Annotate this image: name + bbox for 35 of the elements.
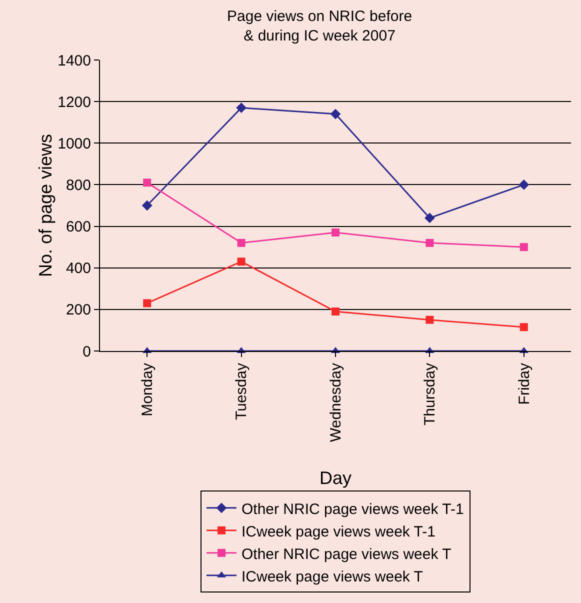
point — [330, 108, 341, 120]
x-tick-label: Monday — [138, 362, 156, 416]
point — [142, 200, 152, 211]
legend-label: ICweek page views week T — [242, 568, 423, 586]
point — [520, 323, 528, 332]
legend-label: Other NRIC page views week T — [242, 546, 452, 563]
y-tick-label: 0 — [82, 343, 91, 360]
point — [426, 316, 434, 324]
point — [520, 243, 528, 252]
x-tick-label: Tuesday — [233, 362, 250, 420]
y-tick-label: 600 — [66, 218, 91, 236]
point — [424, 212, 435, 224]
point — [237, 238, 246, 247]
y-axis-title: No. of page views — [36, 134, 56, 278]
point — [518, 180, 530, 190]
x-tick-label: Friday — [516, 362, 533, 405]
point — [332, 228, 340, 237]
legend-label: Other NRIC page views week T-1 — [242, 500, 464, 518]
y-tick-label: 200 — [66, 302, 91, 319]
y-tick-label: 1000 — [58, 135, 91, 152]
point — [236, 102, 246, 114]
y-tick-label: 1200 — [58, 94, 91, 111]
point — [143, 299, 152, 308]
point — [237, 258, 246, 266]
point — [143, 178, 152, 187]
chart-title: Page views on NRIC before & during IC week 2007 — [227, 8, 412, 45]
y-tick-label: 800 — [66, 176, 91, 194]
y-tick-label: 1400 — [58, 52, 91, 70]
x-tick-label: Thursday — [422, 362, 439, 426]
x-axis-title: Day — [319, 468, 352, 488]
x-tick-label: Wednesday — [327, 362, 344, 442]
y-tick-label: 400 — [66, 260, 91, 278]
point — [332, 308, 340, 316]
point — [426, 238, 434, 247]
legend-label: ICweek page views week T-1 — [242, 523, 436, 540]
